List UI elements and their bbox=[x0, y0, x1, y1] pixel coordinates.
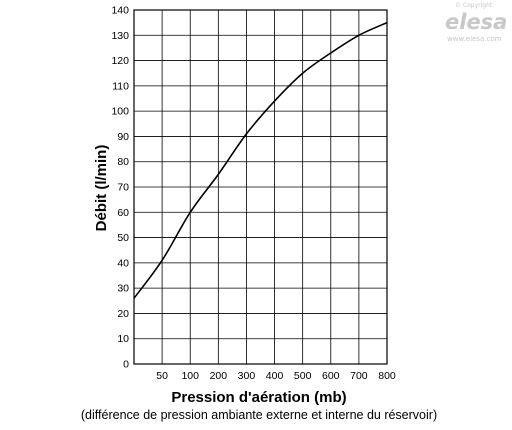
series-line bbox=[133, 21, 388, 299]
plot-border bbox=[133, 9, 388, 365]
series-layer bbox=[133, 21, 388, 299]
y-axis-label: Débit (l/min) bbox=[93, 145, 110, 232]
x-axis-label: Pression d'aération (mb) bbox=[171, 389, 346, 406]
grid bbox=[134, 9, 388, 365]
y-tick-label: 0 bbox=[123, 359, 129, 371]
x-tick-label: 500 bbox=[294, 370, 312, 382]
y-tick-label: 100 bbox=[111, 106, 129, 118]
x-tick-label: 700 bbox=[350, 370, 368, 382]
y-tick-label: 140 bbox=[111, 5, 129, 17]
y-tick-label: 110 bbox=[112, 80, 129, 92]
y-tick-label: 50 bbox=[117, 232, 129, 244]
y-tick-label: 30 bbox=[117, 283, 129, 295]
y-tick-label: 130 bbox=[111, 30, 129, 42]
y-tick-label: 10 bbox=[117, 333, 129, 345]
brand-logo-text: elesa bbox=[445, 10, 507, 34]
y-tick-label: 40 bbox=[117, 257, 129, 269]
x-tick-label: 200 bbox=[210, 370, 228, 382]
x-axis-ticks: 50 100 200 300 400 500 600 700 800 bbox=[156, 370, 396, 382]
x-tick-label: 800 bbox=[378, 370, 396, 382]
x-tick-label: 50 bbox=[156, 370, 168, 382]
brand-url-text: www.elesa.com bbox=[447, 35, 502, 43]
x-tick-label: 300 bbox=[238, 370, 256, 382]
x-axis-subtitle: (différence de pression ambiante externe… bbox=[81, 408, 437, 422]
y-tick-label: 90 bbox=[117, 131, 129, 143]
copyright-text: © Copyright bbox=[455, 2, 493, 9]
y-tick-label: 120 bbox=[111, 55, 129, 67]
brand-watermark: © Copyright elesa www.elesa.com bbox=[445, 2, 507, 43]
x-tick-label: 400 bbox=[266, 370, 284, 382]
plot-frame bbox=[133, 9, 388, 365]
x-tick-label: 100 bbox=[181, 370, 199, 382]
x-tick-label: 600 bbox=[322, 370, 340, 382]
y-tick-label: 20 bbox=[117, 308, 129, 320]
y-tick-label: 60 bbox=[117, 207, 129, 219]
y-axis-ticks: 0 10 20 30 40 50 60 70 80 90 100 110 120 130 140 bbox=[111, 5, 129, 371]
y-tick-label: 80 bbox=[117, 156, 129, 168]
y-tick-label: 70 bbox=[117, 182, 129, 194]
